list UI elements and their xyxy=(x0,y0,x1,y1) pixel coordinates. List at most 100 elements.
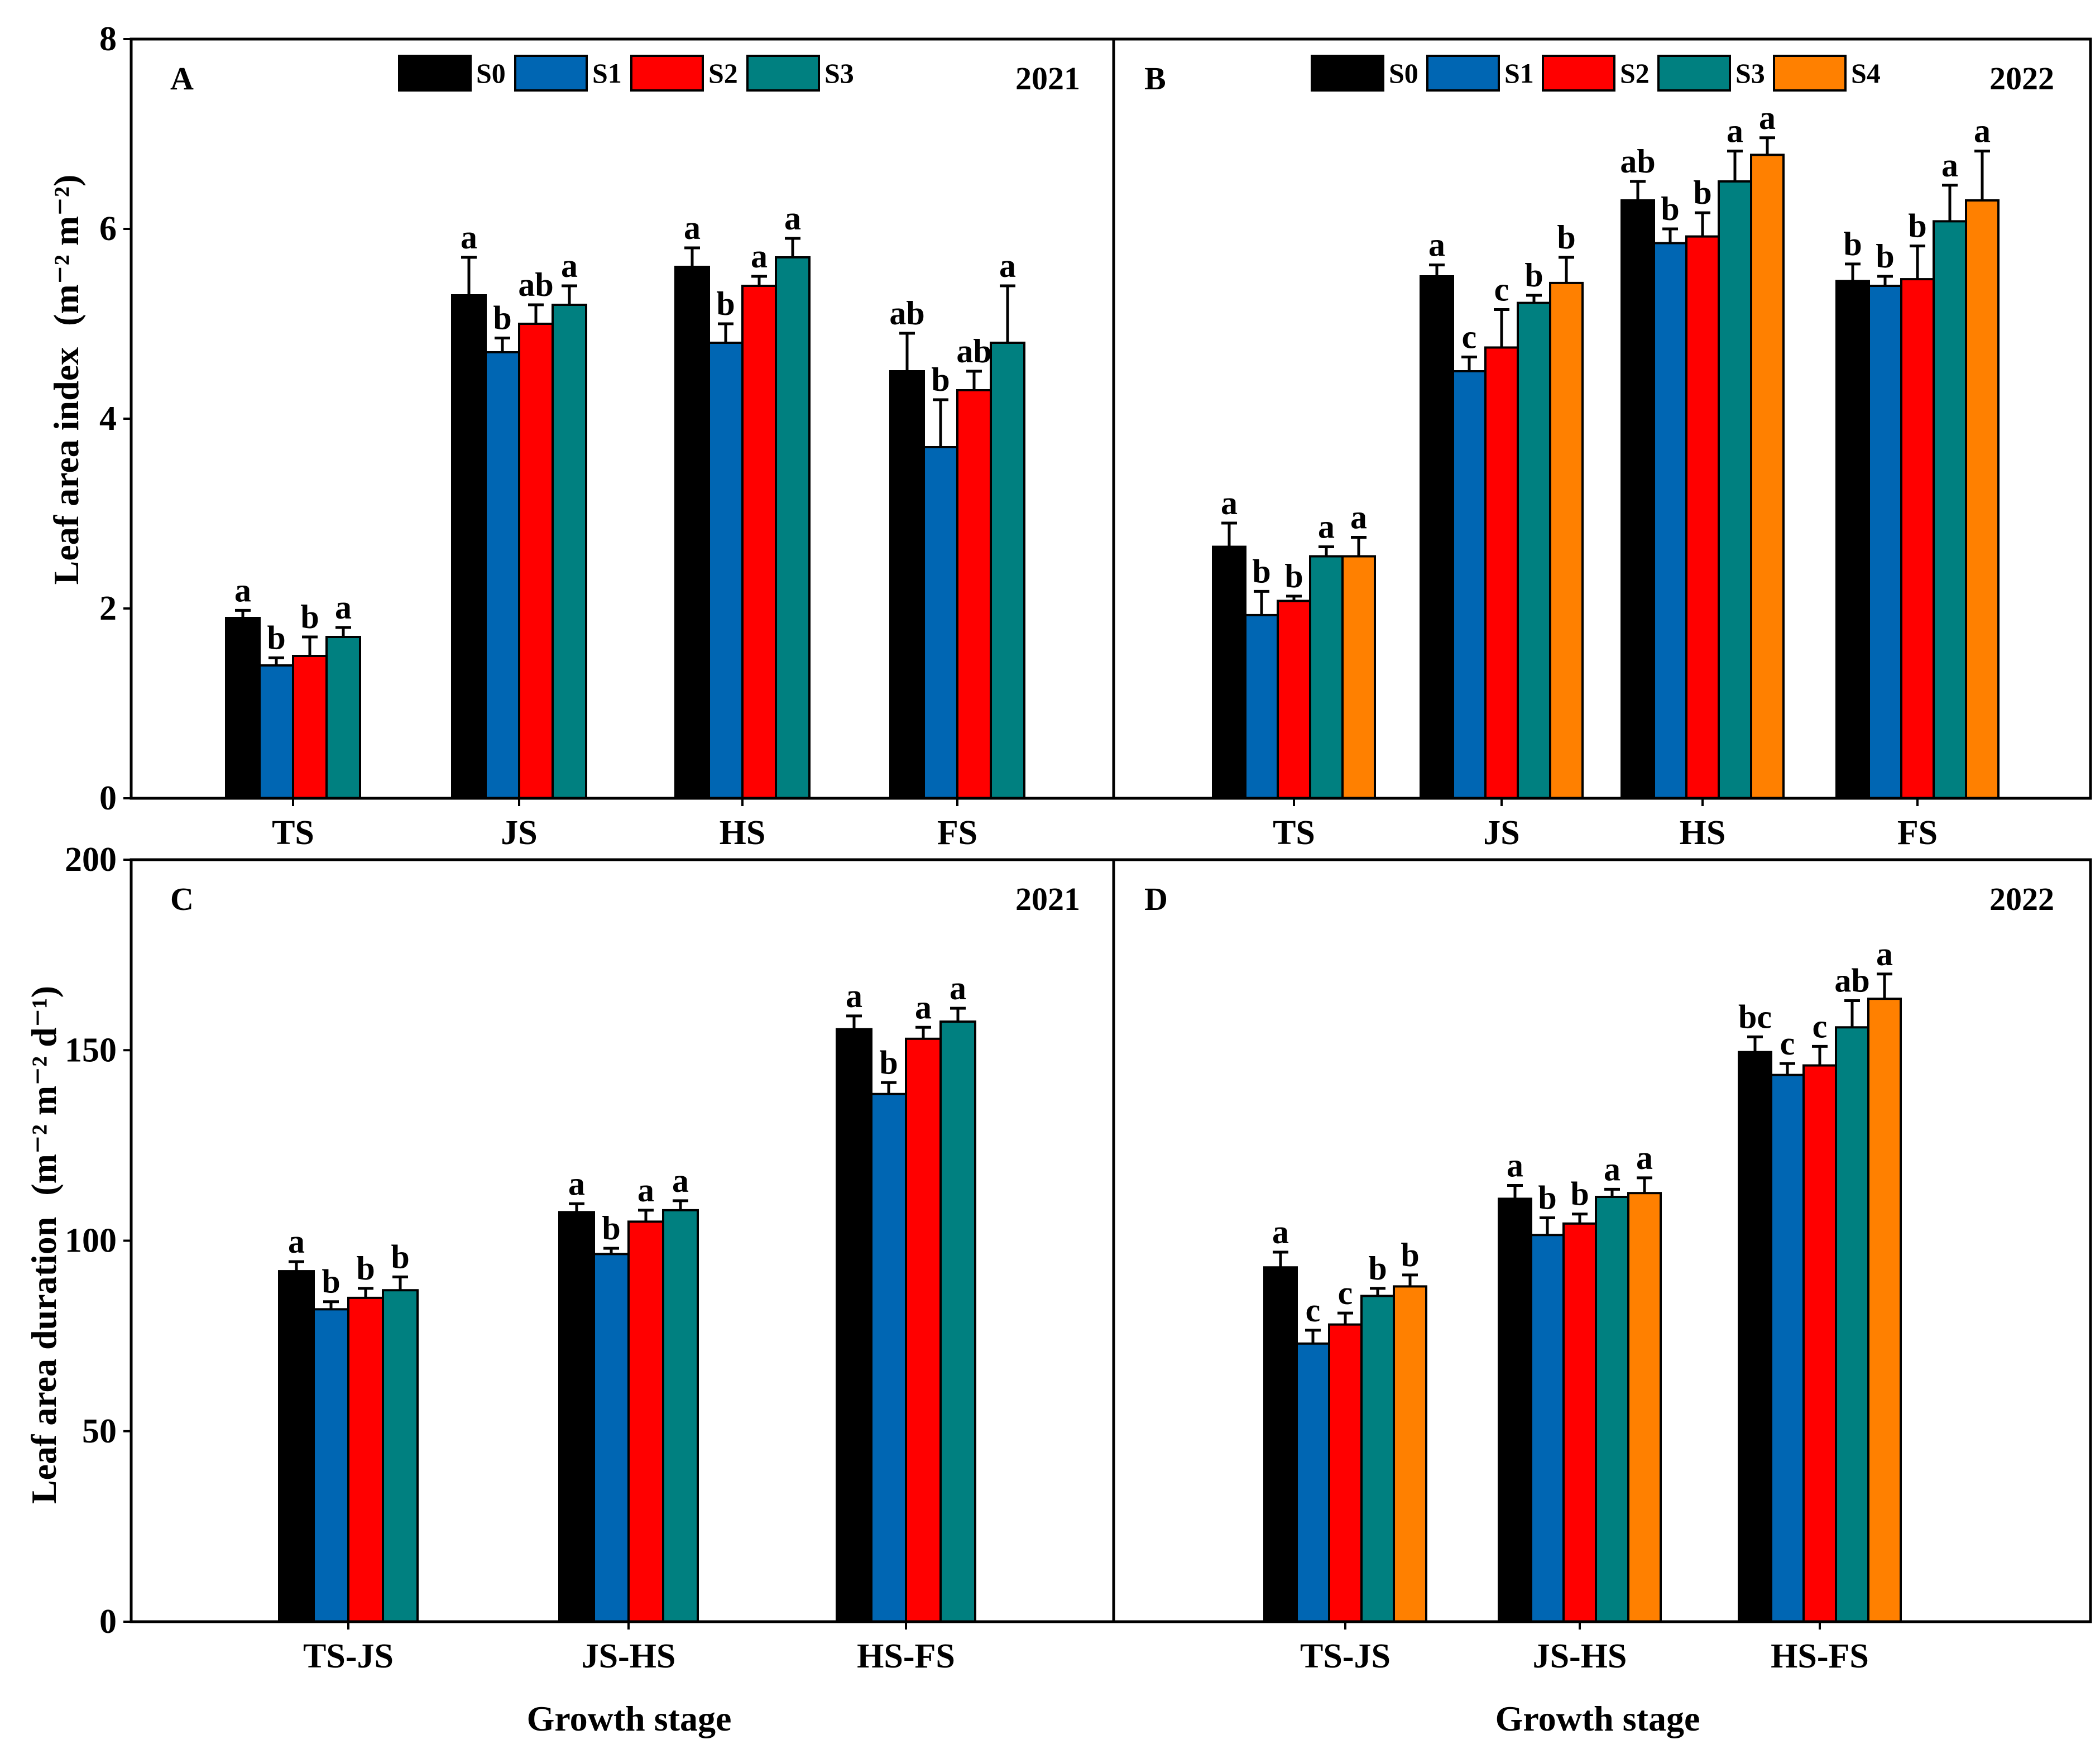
bar-S4-HS xyxy=(1750,154,1785,799)
bar-S2-TS-JS xyxy=(1328,1323,1363,1623)
bar-S0-TS xyxy=(225,617,261,799)
significance-label: c xyxy=(1462,319,1477,356)
panel-letter: C xyxy=(170,881,194,917)
x-tick-label: TS xyxy=(1273,814,1315,852)
significance-label: b xyxy=(1284,558,1303,595)
significance-label: a xyxy=(999,247,1016,284)
legend-label-S1: S1 xyxy=(1504,57,1534,89)
x-tick-label: FS xyxy=(1897,814,1938,852)
legend-label-S2: S2 xyxy=(708,57,738,89)
bar-S0-TS-JS xyxy=(278,1270,315,1623)
significance-label: b xyxy=(1557,219,1575,256)
significance-label: a xyxy=(568,1165,585,1202)
significance-label: ab xyxy=(956,333,991,370)
bar-S3-TS xyxy=(1309,555,1344,799)
significance-label: a xyxy=(1272,1214,1289,1250)
bar-S4-JS xyxy=(1549,281,1584,799)
significance-label: b xyxy=(1401,1237,1419,1273)
x-tick-label: JS-HS xyxy=(582,1637,676,1675)
y-axis-title-top: Leaf area index (m⁻² m⁻²) xyxy=(46,175,86,585)
bar-S3-HS xyxy=(1718,180,1752,799)
significance-label: b xyxy=(300,598,319,635)
significance-label: b xyxy=(356,1250,375,1287)
bar-S2-FS xyxy=(1900,278,1935,800)
bar-S1-JS-HS xyxy=(1530,1234,1565,1623)
significance-label: a xyxy=(1350,499,1367,536)
bar-S3-TS-JS xyxy=(1360,1295,1395,1623)
x-tick-label: HS-FS xyxy=(1771,1637,1869,1675)
bar-S0-TS-JS xyxy=(1263,1266,1298,1623)
significance-label: a xyxy=(1759,99,1776,136)
significance-label: c xyxy=(1494,271,1509,308)
significance-label: b xyxy=(1661,190,1679,227)
x-tick-label: HS xyxy=(1680,814,1726,852)
x-tick-label: TS xyxy=(272,814,314,852)
x-tick-label: TS-JS xyxy=(303,1637,394,1675)
bar-S2-JS xyxy=(1484,346,1519,799)
significance-label: a xyxy=(1221,485,1238,521)
significance-label: b xyxy=(602,1210,620,1247)
legend-swatch-S1 xyxy=(1426,55,1500,92)
x-tick-label: HS-FS xyxy=(857,1637,955,1675)
bar-S4-TS-JS xyxy=(1393,1285,1427,1623)
y-tick-label: 100 xyxy=(65,1222,117,1260)
bar-S0-HS xyxy=(674,266,710,799)
significance-label: a xyxy=(1604,1151,1620,1187)
legend-swatch-S4 xyxy=(1773,55,1847,92)
significance-label: a xyxy=(915,989,932,1025)
y-tick-label: 0 xyxy=(99,779,117,817)
legend-swatch-S0 xyxy=(1311,55,1384,92)
bar-S3-HS-FS xyxy=(939,1020,976,1623)
significance-label: b xyxy=(1538,1180,1556,1216)
significance-label: a xyxy=(461,219,477,256)
significance-label: c xyxy=(1780,1025,1795,1062)
year-label: 2021 xyxy=(1015,881,1080,917)
bar-S4-TS xyxy=(1341,555,1376,799)
significance-label: a xyxy=(751,238,768,275)
x-tick-label: JS xyxy=(1483,814,1519,852)
bar-S0-JS-HS xyxy=(558,1211,595,1623)
significance-label: a xyxy=(1727,113,1743,150)
significance-label: a xyxy=(1428,227,1445,263)
legend-swatch-S3 xyxy=(1657,55,1731,92)
bar-S0-HS-FS xyxy=(1738,1051,1772,1623)
bar-S0-JS xyxy=(451,294,487,799)
significance-label: a xyxy=(1974,113,1991,150)
y-tick-label: 150 xyxy=(65,1031,117,1069)
significance-label: b xyxy=(493,300,511,337)
significance-label: a xyxy=(846,977,862,1014)
bar-S0-JS-HS xyxy=(1498,1197,1532,1623)
legend-label-S4: S4 xyxy=(1851,57,1881,89)
significance-label: a xyxy=(1636,1139,1653,1176)
bar-S3-JS xyxy=(552,304,587,799)
bar-S1-FS xyxy=(1868,285,1902,799)
legend-swatch-S2 xyxy=(630,55,704,92)
bar-S3-FS xyxy=(1933,220,1967,799)
significance-label: bc xyxy=(1738,998,1772,1035)
svg-text:Leaf area duration (m⁻²: Leaf area duration (m⁻² m⁻² d⁻¹) xyxy=(24,986,64,1504)
bar-S2-JS xyxy=(518,323,554,799)
bar-S1-HS xyxy=(708,342,744,799)
legend-label-S1: S1 xyxy=(592,57,622,89)
legend-swatch-S2 xyxy=(1542,55,1615,92)
significance-label: b xyxy=(879,1044,898,1081)
significance-label: b xyxy=(1843,226,1862,262)
bar-S1-HS xyxy=(1653,242,1687,799)
significance-label: ab xyxy=(1620,143,1655,180)
bar-S1-HS-FS xyxy=(870,1092,907,1623)
bar-S1-TS-JS xyxy=(313,1308,349,1623)
legend-swatch-S0 xyxy=(398,55,472,92)
significance-label: ab xyxy=(1834,962,1869,999)
significance-label: b xyxy=(1693,174,1711,211)
bar-S0-FS xyxy=(1835,280,1870,799)
bar-S2-FS xyxy=(956,389,992,799)
bar-S1-TS xyxy=(258,664,294,799)
bar-S0-FS xyxy=(889,370,925,799)
bar-S2-TS xyxy=(292,655,328,799)
plot-frame xyxy=(1112,37,2092,800)
significance-label: ab xyxy=(518,266,553,303)
